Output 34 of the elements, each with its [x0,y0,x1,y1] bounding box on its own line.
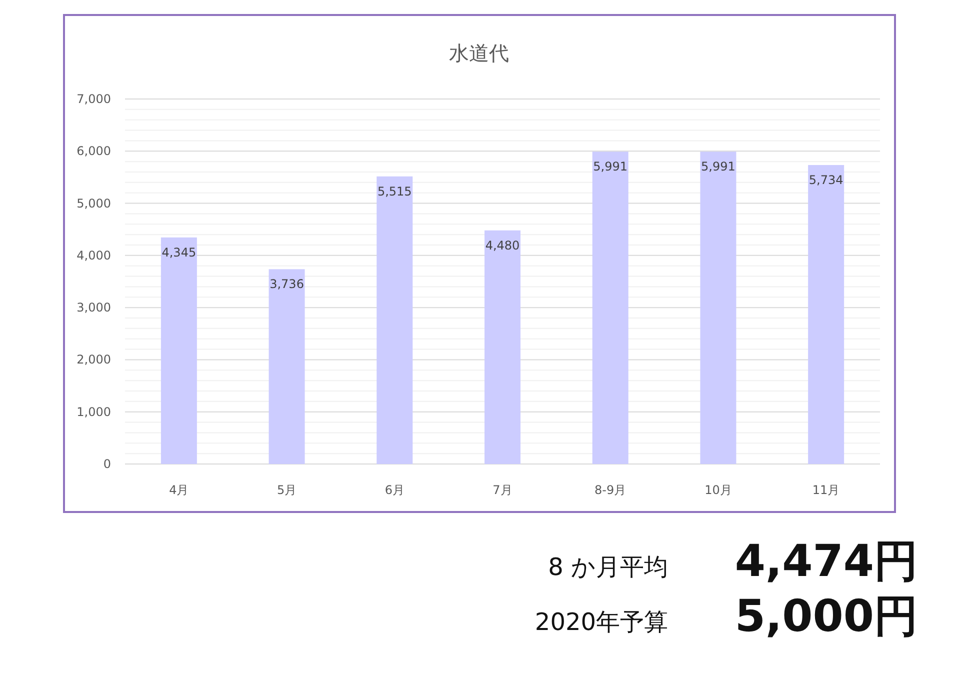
bar [268,269,305,464]
bar [808,165,844,464]
x-tick-label: 4月 [169,483,189,497]
data-label: 5,991 [593,160,628,174]
text: 2020年予算 [534,608,668,636]
y-tick-label: 6,000 [76,144,111,158]
data-label: 5,515 [377,184,412,198]
x-tick-label: 11月 [812,483,840,497]
data-label: 5,991 [701,160,736,174]
bar [592,152,628,464]
y-tick-label: 4,000 [76,248,111,262]
text: 8 か月平均 [548,553,668,581]
y-tick-label: 3,000 [76,300,111,315]
data-label: 5,734 [808,173,844,188]
bar [376,176,413,464]
y-tick-label: 7,000 [76,92,111,106]
data-label: 4,345 [162,245,196,260]
text: 5,000円 [734,591,918,642]
y-tick-label: 0 [103,457,111,471]
x-tick-label: 7月 [492,483,512,497]
y-tick-label: 1,000 [76,404,111,419]
bar [160,237,197,464]
x-tick-label: 8-9月 [594,483,626,497]
y-tick-label: 2,000 [76,352,111,367]
chart-title: 水道代 [449,41,509,65]
data-label: 3,736 [270,277,304,292]
x-tick-label: 5月 [276,483,297,497]
x-tick-label: 10月 [704,483,732,497]
text: 4,474円 [734,536,918,587]
y-tick-label: 5,000 [76,196,111,210]
bar [700,152,736,464]
data-label: 4,480 [485,238,520,252]
x-tick-label: 6月 [384,483,404,497]
bar [484,230,520,464]
